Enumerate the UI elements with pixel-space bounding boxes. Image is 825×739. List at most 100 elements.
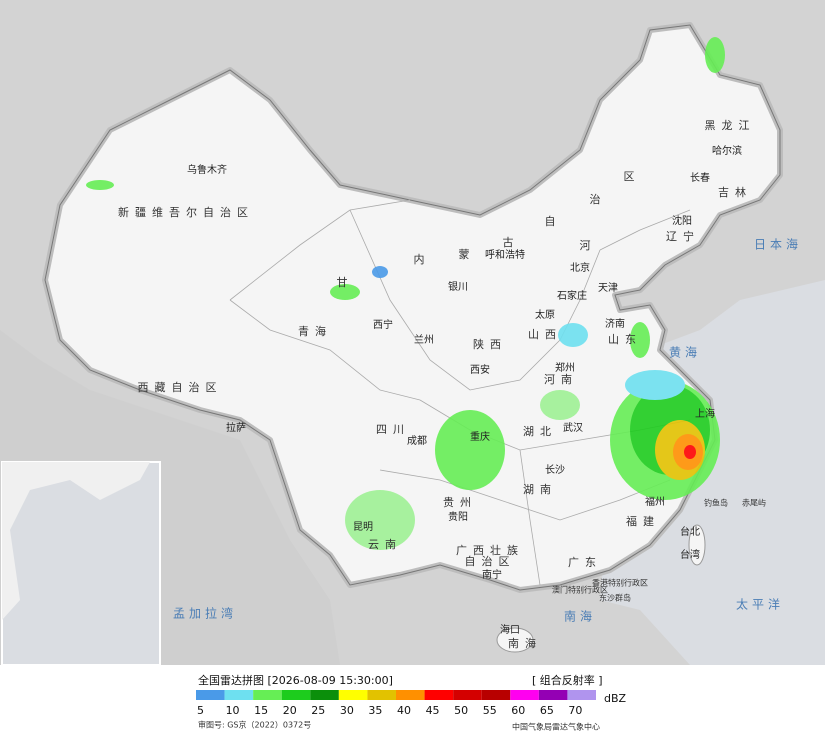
place-label: 台湾 [680, 548, 700, 561]
place-label: 湖南 [523, 483, 557, 496]
legend-swatch [310, 690, 339, 700]
radar-echoes [86, 37, 725, 550]
place-label: 西宁 [373, 318, 393, 331]
place-label: 广西壮族 [456, 543, 524, 557]
legend-swatch [481, 690, 511, 700]
legend-value: 30 [340, 704, 354, 717]
place-label: 银川 [448, 280, 468, 293]
place-label: 成都 [407, 435, 427, 447]
place-label: 吉林 [718, 185, 752, 199]
place-label: 赤尾屿 [742, 499, 766, 508]
place-label: 河南 [544, 373, 578, 386]
legend-value: 50 [454, 704, 468, 717]
legend-value: 40 [397, 704, 411, 717]
place-label: 陕西 [473, 337, 507, 351]
place-label: 澳门特别行政区 [552, 585, 608, 595]
place-label: 济南 [605, 317, 625, 330]
place-label: 北京 [570, 261, 590, 274]
place-label: 区 [624, 170, 641, 183]
china-border [44, 24, 781, 591]
place-label: 甘 [337, 276, 354, 289]
place-label: 孟加拉湾 [173, 606, 237, 621]
place-label: 日本海 [754, 237, 802, 252]
place-label: 太平洋 [736, 597, 784, 612]
legend-value: 55 [483, 704, 497, 717]
place-label: 沈阳 [672, 214, 692, 227]
place-label: 呼和浩特 [485, 249, 525, 261]
place-label: 郑州 [555, 361, 575, 374]
legend-value: 25 [311, 704, 325, 717]
place-label: 南海 [564, 609, 596, 624]
legend-value: 15 [254, 704, 268, 717]
place-label: 西藏自治区 [138, 380, 223, 394]
place-label: 武汉 [563, 421, 583, 434]
place-label: 西安 [470, 363, 490, 376]
place-label: 哈尔滨 [712, 144, 742, 157]
legend-value: 5 [197, 704, 204, 717]
place-label: 东沙群岛 [599, 593, 631, 603]
legend-swatch [567, 690, 596, 700]
place-label: 河 [580, 239, 597, 252]
place-label: 南海 [508, 636, 542, 650]
footer-title: 全国雷达拼图 [2026-08-09 15:30:00] [198, 673, 393, 687]
place-label: 长春 [690, 172, 710, 184]
legend-swatch [338, 690, 368, 700]
legend-swatch [224, 690, 254, 700]
place-label: 自 [545, 215, 562, 228]
place-label: 广东 [568, 556, 602, 569]
place-label: 内 [414, 252, 431, 266]
legend-swatch [453, 690, 482, 700]
place-label: 黑龙江 [705, 119, 756, 132]
place-label: 湖北 [523, 425, 557, 438]
inset-land [2, 462, 150, 620]
place-label: 山西 [528, 328, 562, 341]
legend-value: 65 [540, 704, 554, 717]
place-label: 自治区 [465, 554, 516, 568]
place-label: 太原 [535, 308, 555, 321]
place-label: 贵阳 [448, 510, 468, 523]
legend-swatch [196, 690, 225, 700]
place-label: 南宁 [482, 568, 502, 581]
place-label: 上海 [695, 407, 715, 420]
place-label: 古 [503, 236, 520, 249]
place-label: 石家庄 [557, 289, 587, 302]
place-label: 长沙 [545, 464, 565, 476]
place-label: 海口 [500, 623, 520, 636]
place-label: 福建 [626, 514, 660, 528]
legend-value: 45 [426, 704, 440, 717]
place-label: 新疆维吾尔自治区 [118, 205, 254, 219]
place-label: 重庆 [470, 430, 490, 443]
legend-swatch [510, 690, 539, 700]
unit-label: dBZ [604, 692, 627, 705]
legend-swatch [281, 690, 311, 700]
legend-swatch [367, 690, 396, 700]
taiwan-island [688, 524, 706, 566]
approval-number: 审图号: GS京（2022）0372号 [198, 720, 311, 730]
place-label: 香港特别行政区 [592, 578, 648, 588]
place-label: 蒙 [459, 248, 476, 261]
place-label: 兰州 [414, 333, 434, 346]
place-label: 贵州 [443, 496, 477, 509]
place-label: 钓鱼岛 [704, 498, 728, 508]
place-label: 昆明 [353, 521, 373, 533]
place-label: 治 [590, 192, 607, 206]
source-label: 中国气象局雷达气象中心 [512, 722, 600, 732]
place-label: 乌鲁木齐 [187, 163, 227, 176]
place-label: 黄海 [669, 345, 701, 360]
place-label: 天津 [598, 282, 618, 294]
legend-value: 10 [226, 704, 240, 717]
legend-swatch [396, 690, 425, 700]
legend-swatch [538, 690, 568, 700]
legend-swatch [424, 690, 454, 700]
place-label: 福州 [645, 495, 665, 508]
legend-value: 20 [283, 704, 297, 717]
place-label: 辽宁 [666, 229, 700, 243]
legend-value: 60 [511, 704, 525, 717]
place-label: 台北 [680, 525, 700, 538]
legend-swatch [253, 690, 282, 700]
legend-value: 70 [568, 704, 582, 717]
place-label: 四川 [376, 423, 410, 436]
footer-background [0, 665, 825, 739]
product-name: [ 组合反射率 ] [532, 673, 603, 687]
